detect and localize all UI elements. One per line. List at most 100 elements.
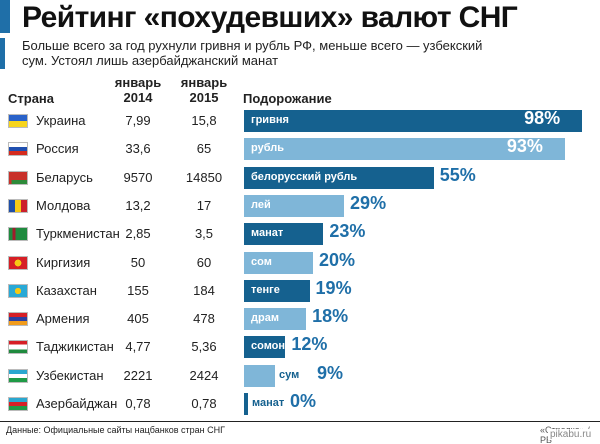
country-name: Туркменистан <box>36 226 120 242</box>
country-name: Киргизия <box>36 254 91 270</box>
chart-title: Рейтинг «похудевших» валют СНГ <box>22 1 518 34</box>
country-name: Узбекистан <box>36 367 104 383</box>
country-name: Молдова <box>36 197 91 213</box>
table-row: Армения 405 478 драм 18% <box>0 306 600 332</box>
rate-jan-2015: 3,5 <box>194 226 214 242</box>
rate-jan-2014: 155 <box>127 282 149 298</box>
country-name: Азербайджан <box>36 396 118 411</box>
rate-jan-2014: 9570 <box>123 169 153 185</box>
header-country: Страна <box>8 91 55 106</box>
percent-label: 0% <box>290 391 317 411</box>
percent-label: 23% <box>329 221 366 242</box>
footer-divider <box>0 421 600 422</box>
percent-label: 93% <box>506 136 543 157</box>
currency-label: сум <box>279 368 300 381</box>
header-jan-2014-month: январь <box>114 75 162 90</box>
header-price-rise: Подорожание <box>243 91 332 106</box>
country-name: Украина <box>36 113 86 128</box>
rate-jan-2015: 0,78 <box>191 396 217 411</box>
currency-label: лей <box>251 198 271 211</box>
rate-jan-2014: 0,78 <box>125 396 151 411</box>
bar <box>244 393 248 415</box>
bar: лей <box>244 194 345 217</box>
uzbekistan-flag-icon <box>8 368 28 383</box>
percent-label: 18% <box>312 306 349 327</box>
kyrgyzstan-flag-icon <box>8 255 28 270</box>
header-jan-2014: январь 2014 <box>103 75 173 105</box>
turkmenistan-flag-icon <box>8 227 28 242</box>
table-row: Азербайджан 0,78 0,78 манат 0% <box>0 391 600 417</box>
header-jan-2015: январь 2015 <box>169 75 239 105</box>
table-row: Украина 7,99 15,8 гривня 98% <box>0 108 600 134</box>
tajikistan-flag-icon <box>8 340 28 355</box>
azerbaijan-flag-icon <box>8 397 28 411</box>
rate-jan-2014: 2,85 <box>125 226 151 242</box>
percent-label: 98% <box>524 108 561 128</box>
rate-jan-2014: 50 <box>130 254 146 270</box>
percent-label: 55% <box>439 164 476 185</box>
table-row: Таджикистан 4,77 5,36 сомони 12% <box>0 334 600 360</box>
currency-label: сомони <box>251 340 292 353</box>
rate-jan-2014: 405 <box>127 311 149 327</box>
currency-label: сом <box>251 255 272 268</box>
header-jan-2015-year: 2015 <box>189 90 219 105</box>
bar: гривня <box>244 110 583 132</box>
title-accent-bar <box>0 0 10 33</box>
currency-label: манат <box>251 227 284 240</box>
table-row: Туркменистан 2,85 3,5 манат 23% <box>0 221 600 247</box>
currency-label: гривня <box>251 114 289 126</box>
rate-jan-2014: 7,99 <box>125 113 151 128</box>
subtitle-accent-bar <box>0 38 5 69</box>
belarus-flag-icon <box>8 170 28 185</box>
source-note: Данные: Официальные сайты нацбанков стра… <box>6 425 226 435</box>
country-name: Армения <box>36 311 90 327</box>
ukraine-flag-icon <box>8 114 28 128</box>
table-row: Россия 33,6 65 рубль 93% <box>0 136 600 162</box>
rate-jan-2015: 184 <box>193 282 215 298</box>
rate-jan-2015: 15,8 <box>191 113 217 128</box>
header-jan-2015-month: январь <box>180 75 228 90</box>
rate-jan-2015: 5,36 <box>191 339 217 355</box>
header-jan-2014-year: 2014 <box>123 90 153 105</box>
bar: сом <box>244 251 313 274</box>
bar <box>244 364 276 387</box>
table-row: Казахстан 155 184 тенге 19% <box>0 278 600 304</box>
currency-label: драм <box>251 312 279 325</box>
bar: белорусский рубль <box>244 166 434 189</box>
moldova-flag-icon <box>8 198 28 213</box>
country-name: Беларусь <box>36 169 93 185</box>
russia-flag-icon <box>8 142 28 157</box>
bar: тенге <box>244 279 310 302</box>
rate-jan-2015: 65 <box>196 141 212 157</box>
rate-jan-2015: 17 <box>196 197 212 213</box>
rate-jan-2014: 13,2 <box>125 197 151 213</box>
currency-label: рубль <box>251 142 284 155</box>
table-row: Узбекистан 2221 2424 сум 9% <box>0 363 600 389</box>
table-row: Киргизия 50 60 сом 20% <box>0 250 600 276</box>
rate-jan-2015: 478 <box>193 311 215 327</box>
bar: манат <box>244 223 324 246</box>
currency-label: манат <box>252 397 285 409</box>
currency-label: тенге <box>251 283 280 296</box>
watermark: pikabu.ru <box>548 429 594 440</box>
bar: рубль <box>244 138 565 161</box>
chart-subtitle: Больше всего за год рухнули гривня и руб… <box>22 38 483 68</box>
country-name: Казахстан <box>36 282 97 298</box>
bar: сомони <box>244 336 292 359</box>
rate-jan-2015: 60 <box>196 254 212 270</box>
rate-jan-2015: 14850 <box>185 169 223 185</box>
armenia-flag-icon <box>8 312 28 327</box>
table-row: Беларусь 9570 14850 белорусский рубль 55% <box>0 165 600 191</box>
percent-label: 20% <box>319 249 356 270</box>
rate-jan-2014: 2221 <box>123 367 153 383</box>
currency-label: белорусский рубль <box>251 170 358 183</box>
rate-jan-2014: 33,6 <box>125 141 151 157</box>
rate-jan-2015: 2424 <box>189 367 219 383</box>
table-row: Молдова 13,2 17 лей 29% <box>0 193 600 219</box>
percent-label: 12% <box>291 334 328 355</box>
bar: драм <box>244 308 307 331</box>
kazakhstan-flag-icon <box>8 283 28 298</box>
rate-jan-2014: 4,77 <box>125 339 151 355</box>
country-name: Россия <box>36 141 79 157</box>
percent-label: 29% <box>350 192 387 213</box>
